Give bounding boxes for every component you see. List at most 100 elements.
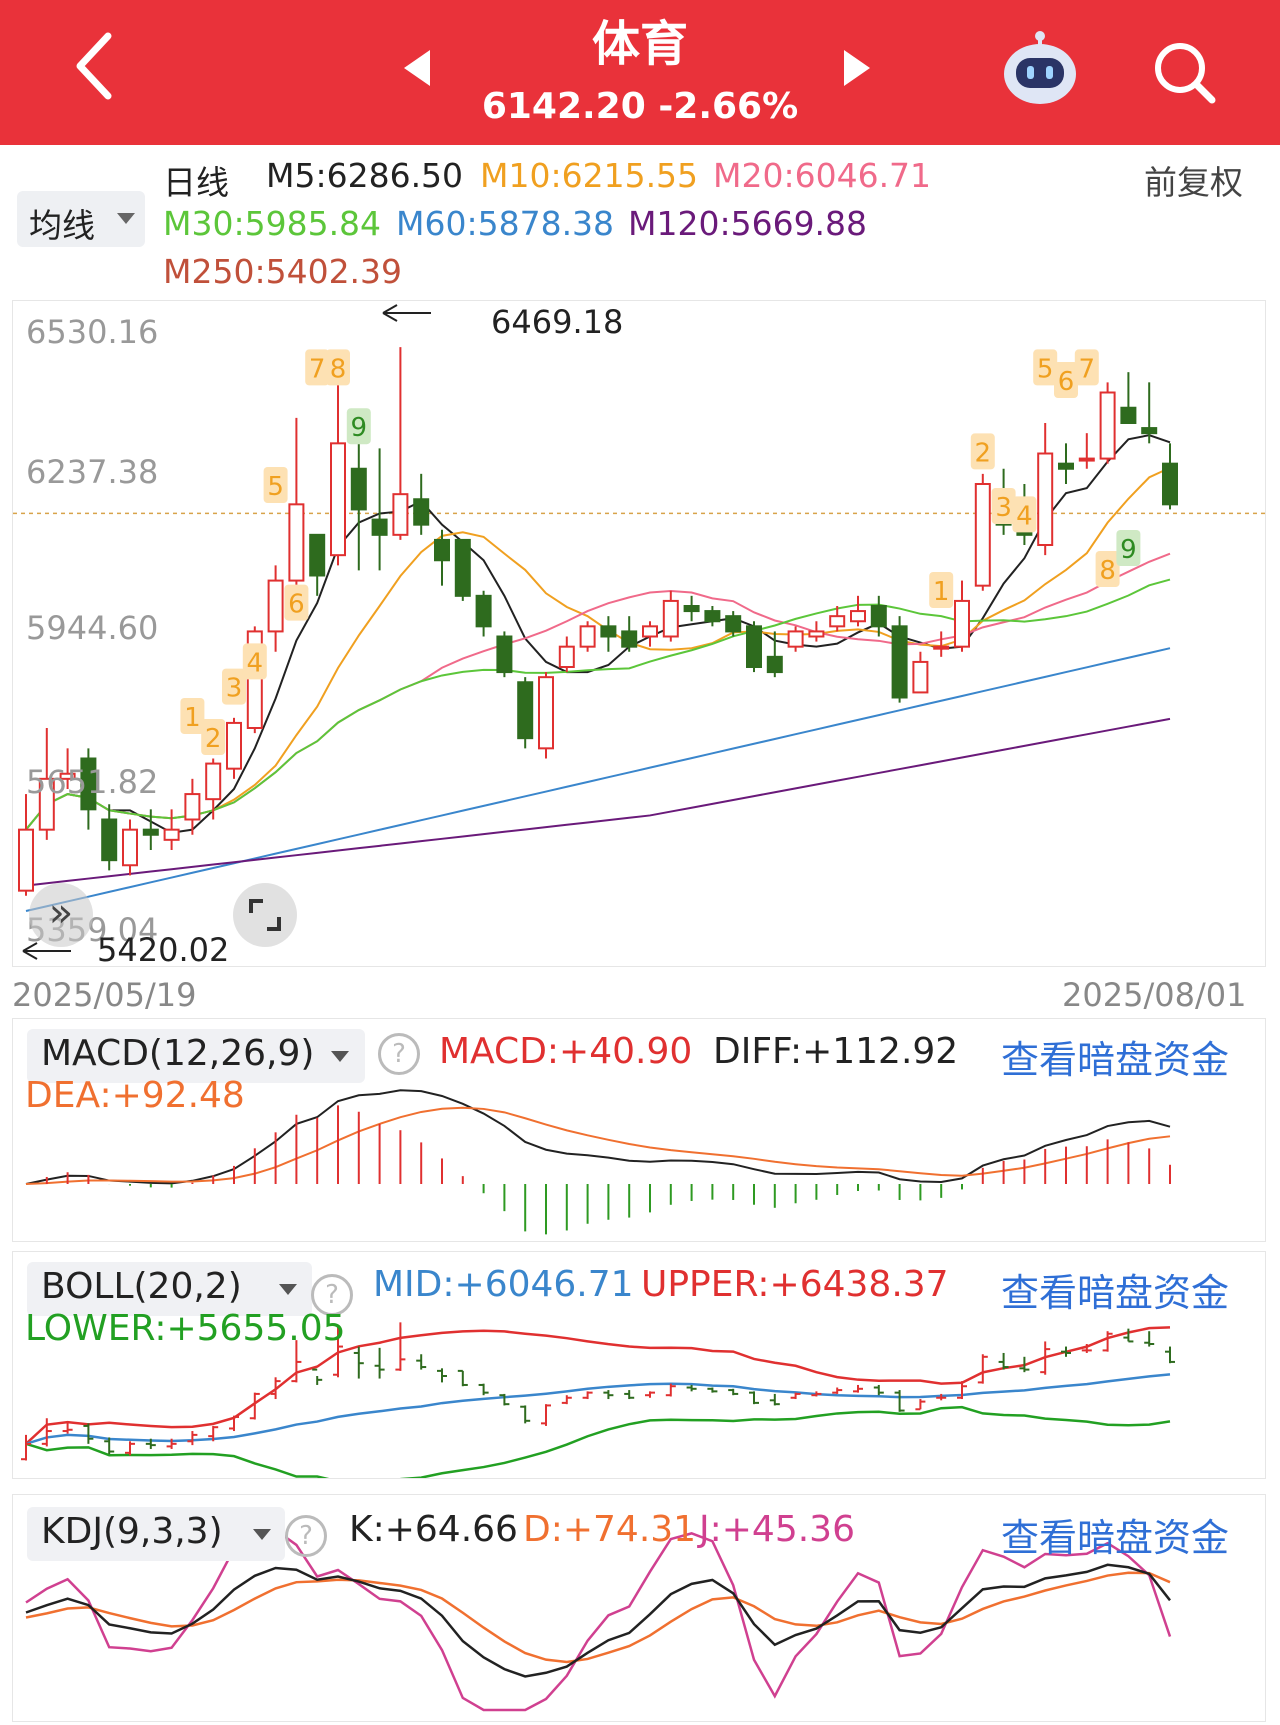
candle-body [642, 625, 658, 638]
candle-body [413, 498, 430, 526]
collapse-button[interactable]: » [29, 883, 93, 947]
candle-body [683, 605, 700, 613]
td-marker-label: 1 [184, 703, 201, 733]
ma-selector[interactable]: 均线 [17, 191, 145, 247]
td-marker-label: 3 [995, 493, 1012, 523]
td-marker [1033, 349, 1058, 386]
candle-body [662, 599, 679, 638]
candle-body [725, 615, 742, 633]
ma-label: M60:5878.38 [396, 204, 615, 243]
td-marker-label: 3 [226, 674, 243, 704]
chevron-left-icon[interactable] [70, 30, 120, 102]
candle-body [1037, 452, 1054, 546]
dark-pool-link[interactable]: 查看暗盘资金 [1001, 1516, 1230, 1560]
ma60-line [25, 647, 1171, 912]
ma-label: M5:6286.50 [266, 156, 464, 195]
candle-body [142, 828, 159, 836]
triangle-right-icon[interactable] [842, 48, 872, 88]
high-price-label: 6469.18 [491, 303, 624, 341]
triangle-left-icon[interactable] [402, 48, 432, 88]
y-axis-label: 5651.82 [26, 763, 159, 801]
candle-body [974, 483, 991, 587]
kdj-panel[interactable]: KDJ(9,3,3) ? K:+64.66 D:+74.31 J:+45.36 … [12, 1494, 1266, 1722]
candle-body [122, 828, 138, 867]
candle-body [704, 610, 721, 623]
td-marker [201, 719, 226, 755]
candle-body [392, 493, 409, 536]
macd-selector[interactable]: MACD(12,26,9) [27, 1029, 365, 1083]
adjust-toggle[interactable]: 前复权 [1144, 163, 1243, 202]
dark-pool-link[interactable]: 查看暗盘资金 [1001, 1271, 1230, 1315]
start-date-label: 2025/05/19 [12, 976, 197, 1014]
boll-upper-line [25, 1326, 1171, 1445]
end-date-label: 2025/08/01 [1062, 976, 1247, 1014]
diff-value: DIFF:+112.92 [713, 1031, 959, 1072]
ma-label: M10:6215.55 [480, 156, 699, 195]
candle-body [330, 442, 346, 557]
candle-body [454, 538, 471, 597]
candle-body [288, 503, 305, 582]
help-icon[interactable]: ? [311, 1274, 353, 1316]
candle-body [538, 676, 554, 750]
boll-lower-line [25, 1405, 1171, 1478]
td-marker-label: 5 [267, 472, 284, 502]
candle-body [184, 793, 201, 821]
td-marker [1012, 496, 1037, 533]
boll-mid-value: MID:+6046.71 [373, 1264, 634, 1305]
td-marker [326, 349, 350, 386]
td-marker [180, 698, 205, 734]
td-marker-label: 1 [933, 577, 950, 607]
fullscreen-button[interactable] [233, 883, 297, 947]
kdj-j-line [25, 1528, 1172, 1712]
td-marker [346, 408, 371, 445]
search-icon[interactable] [1152, 40, 1218, 106]
help-icon[interactable]: ? [285, 1515, 327, 1557]
expand-icon [249, 899, 281, 931]
ma-label: M120:5669.88 [628, 204, 868, 243]
app-header: 体育 6142.20 -2.66% [0, 0, 1280, 145]
candle-body [891, 625, 908, 699]
candle-body [933, 645, 950, 650]
kdj-selector[interactable]: KDJ(9,3,3) [27, 1507, 285, 1561]
td-marker [929, 572, 954, 608]
macd-panel[interactable]: MACD(12,26,9) ? MACD:+40.90 DIFF:+112.92… [12, 1018, 1266, 1242]
kdj-j-value: J:+45.36 [699, 1509, 855, 1550]
td-marker [284, 584, 309, 621]
macd-chart [25, 1089, 1171, 1235]
candle-body [954, 599, 970, 648]
candle-body [496, 635, 513, 674]
td-marker [991, 488, 1016, 524]
candle-body [808, 630, 825, 638]
candle-body [1058, 462, 1074, 470]
candle-body [766, 655, 783, 674]
candle-body [101, 818, 118, 862]
macd-dea-line [25, 1106, 1171, 1185]
candle-body [267, 579, 284, 633]
index-quote: 6142.20 -2.66% [0, 86, 1280, 127]
candle-body [912, 660, 929, 694]
candle-body [205, 762, 222, 801]
candle-body [38, 777, 55, 831]
caret-down-icon [253, 1529, 271, 1540]
td-marker-label: 8 [330, 354, 347, 384]
boll-selector[interactable]: BOLL(20,2) [27, 1262, 312, 1316]
help-icon[interactable]: ? [378, 1033, 420, 1075]
boll-panel[interactable]: BOLL(20,2) ? MID:+6046.71 UPPER:+6438.37… [12, 1251, 1266, 1479]
ma120-line [25, 717, 1171, 887]
candle-body [870, 605, 887, 628]
td-marker-label: 4 [247, 648, 264, 678]
robot-icon[interactable] [1000, 28, 1080, 108]
candle-body [600, 625, 617, 638]
ma-label: M250:5402.39 [163, 252, 403, 291]
td-marker-label: 4 [1016, 501, 1033, 531]
td-marker-label: 7 [309, 354, 326, 384]
kdj-k-line [25, 1563, 1171, 1678]
ma30-line [25, 578, 1171, 831]
candle-body [558, 645, 575, 668]
low-arrow [22, 942, 71, 960]
low-price-label: 5420.02 [97, 931, 230, 969]
dark-pool-link[interactable]: 查看暗盘资金 [1001, 1038, 1230, 1082]
candle-body [1078, 457, 1095, 462]
